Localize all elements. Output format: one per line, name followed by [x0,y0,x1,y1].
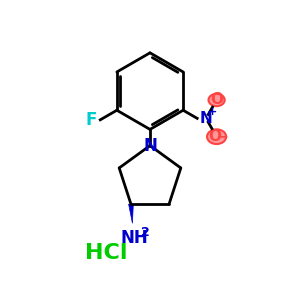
Text: +: + [208,107,217,117]
Ellipse shape [208,94,225,106]
Polygon shape [129,204,133,223]
Text: O: O [208,129,221,144]
Text: F: F [85,111,97,129]
Ellipse shape [207,129,226,144]
Text: O: O [210,92,223,107]
Text: NH: NH [120,229,148,247]
Text: HCl: HCl [85,243,127,263]
Text: N: N [200,111,212,126]
Text: 2: 2 [141,226,150,239]
Text: N: N [143,136,157,154]
Text: −: − [217,130,228,144]
